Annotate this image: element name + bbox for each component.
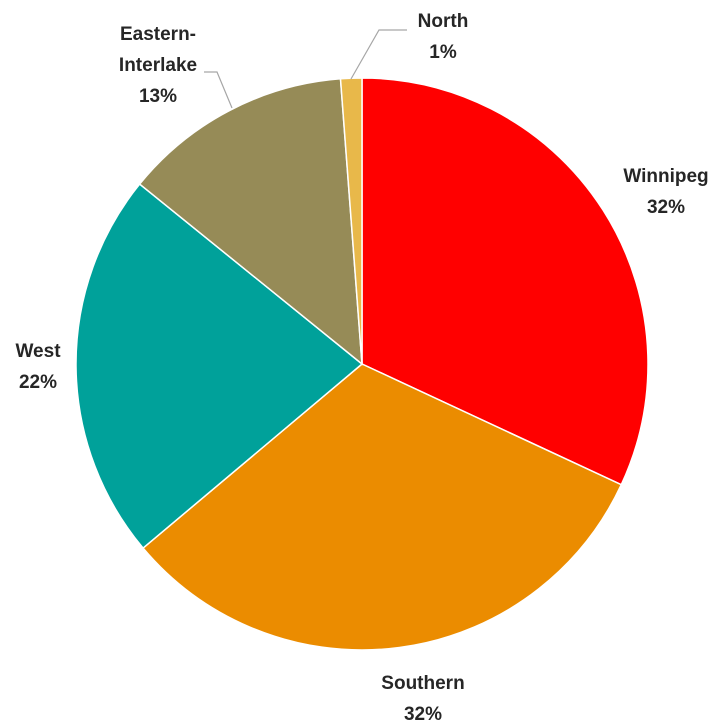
data-label-percent: 13%: [139, 86, 177, 107]
slice-southern: [142, 363, 623, 651]
data-label-name: Southern: [381, 673, 464, 694]
data-label-percent: 1%: [429, 42, 457, 63]
data-label-west: West 22%: [15, 341, 61, 393]
data-label-name: Interlake: [119, 55, 197, 76]
data-label-name: Winnipeg: [623, 166, 708, 187]
data-label-name: Eastern-: [120, 24, 196, 45]
data-label-southern: Southern 32%: [381, 673, 464, 723]
leader-lines: [204, 29, 407, 109]
data-label-name: West: [15, 341, 61, 362]
leader-line-eastern-interlake: [204, 71, 233, 109]
pie-slices: [75, 77, 649, 651]
data-label-percent: 32%: [404, 704, 442, 723]
data-label-eastern-interlake: Eastern- Interlake 13%: [119, 24, 197, 107]
leader-line-north: [350, 29, 407, 80]
slice-winnipeg: [361, 77, 649, 486]
data-label-percent: 22%: [19, 372, 57, 393]
data-label-winnipeg: Winnipeg 32%: [623, 166, 708, 218]
slice-west: [75, 183, 364, 550]
data-label-name: North: [418, 11, 469, 32]
data-label-percent: 32%: [647, 197, 685, 218]
data-label-north: North 1%: [418, 11, 469, 63]
slice-eastern-interlake: [138, 78, 363, 366]
data-labels: Winnipeg 32% Southern 32% West 22% Eastern- Int…: [15, 11, 708, 723]
